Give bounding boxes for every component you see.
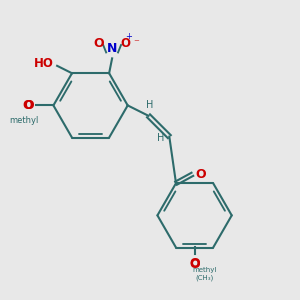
Text: O: O bbox=[189, 257, 200, 270]
Text: O: O bbox=[189, 258, 200, 271]
Text: N: N bbox=[107, 42, 117, 56]
Text: O: O bbox=[195, 168, 206, 181]
Text: HO: HO bbox=[34, 57, 54, 70]
Text: O: O bbox=[23, 99, 34, 112]
Text: methyl
(CH₃): methyl (CH₃) bbox=[193, 267, 217, 281]
Text: +: + bbox=[125, 32, 132, 40]
Text: ⁻: ⁻ bbox=[134, 38, 140, 49]
Text: methyl: methyl bbox=[9, 116, 38, 125]
Text: H: H bbox=[158, 133, 165, 143]
Text: O: O bbox=[93, 37, 104, 50]
Text: H: H bbox=[146, 100, 154, 110]
Text: O: O bbox=[22, 99, 33, 112]
Text: O: O bbox=[121, 37, 130, 50]
